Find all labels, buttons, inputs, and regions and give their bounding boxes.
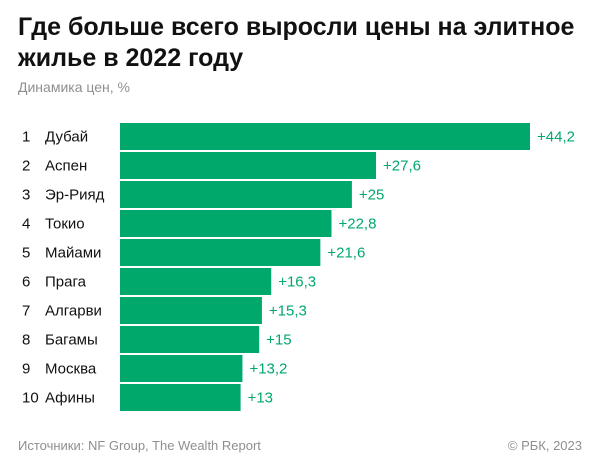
rank-label: 7 xyxy=(22,303,30,320)
bar xyxy=(120,384,241,411)
bar-chart: 1 Дубай +44,2 2 Аспен +27,6 3 Эр-Рияд +25 4 Токио +… xyxy=(22,123,575,411)
chart-title: Где больше всего выросли цены на элитное… xyxy=(18,13,575,72)
category-label: Дубай xyxy=(45,129,88,146)
rank-label: 10 xyxy=(22,390,39,407)
chart-subtitle: Динамика цен, % xyxy=(18,79,130,95)
bar xyxy=(120,152,377,179)
category-label: Эр-Рияд xyxy=(45,187,105,204)
value-label: +44,2 xyxy=(537,129,575,146)
rank-label: 5 xyxy=(22,245,30,262)
category-label: Багамы xyxy=(45,332,98,349)
bar xyxy=(120,326,260,353)
value-label: +21,6 xyxy=(327,245,365,262)
copyright-note: © РБК, 2023 xyxy=(507,438,582,453)
value-label: +15,3 xyxy=(269,303,307,320)
value-label: +15 xyxy=(266,332,291,349)
bar xyxy=(120,210,332,237)
rank-label: 1 xyxy=(22,129,30,146)
value-label: +16,3 xyxy=(278,274,316,291)
bar xyxy=(120,181,352,208)
source-note: Источники: NF Group, The Wealth Report xyxy=(18,438,261,453)
rank-label: 4 xyxy=(22,216,30,233)
rank-label: 6 xyxy=(22,274,30,291)
bar xyxy=(120,123,530,150)
category-label: Аспен xyxy=(45,158,87,175)
value-label: +22,8 xyxy=(338,216,376,233)
value-label: +13 xyxy=(248,390,273,407)
bar xyxy=(120,355,243,382)
value-label: +25 xyxy=(359,187,384,204)
value-label: +13,2 xyxy=(249,361,287,378)
category-label: Майами xyxy=(45,245,101,262)
rank-label: 2 xyxy=(22,158,30,175)
bar xyxy=(120,297,262,324)
value-label: +27,6 xyxy=(383,158,421,175)
category-label: Москва xyxy=(45,361,97,378)
bar xyxy=(120,239,321,266)
category-label: Токио xyxy=(45,216,85,233)
category-label: Алгарви xyxy=(45,303,102,320)
category-label: Прага xyxy=(45,274,87,291)
rank-label: 8 xyxy=(22,332,30,349)
rank-label: 3 xyxy=(22,187,30,204)
rank-label: 9 xyxy=(22,361,30,378)
category-label: Афины xyxy=(45,390,95,407)
bar xyxy=(120,268,272,295)
